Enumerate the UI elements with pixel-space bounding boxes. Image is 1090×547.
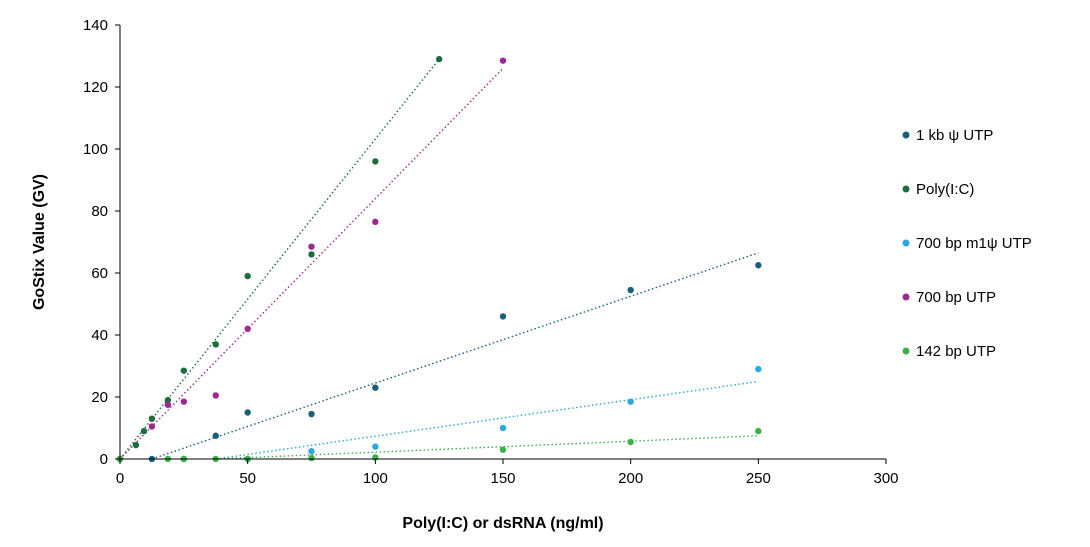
y-tick-label: 0: [100, 451, 108, 468]
legend-label: 700 bp m1ψ UTP: [916, 235, 1032, 252]
y-axis-ticks: 0 20 40 60 80 100 120 140: [83, 17, 120, 468]
data-point-series-3: [499, 57, 507, 64]
data-point-series-1: [140, 427, 148, 435]
data-point-series-1: [132, 441, 140, 449]
data-points: [116, 55, 762, 463]
legend-marker: [902, 293, 910, 301]
trendlines: [119, 58, 759, 460]
x-tick-label: 0: [116, 470, 124, 487]
data-point-series-3: [308, 243, 315, 250]
data-point-series-0: [627, 286, 634, 294]
trendline-series-1: [119, 58, 440, 460]
legend-label: 142 bp UTP: [916, 343, 996, 360]
y-axis-title: GoStix Value (GV): [31, 174, 48, 310]
data-point-series-4: [308, 454, 315, 462]
data-point-series-0: [372, 384, 379, 391]
data-point-series-0: [755, 262, 762, 269]
data-point-series-4: [499, 446, 507, 453]
x-tick-label: 50: [239, 470, 256, 487]
x-axis-title: Poly(I:C) or dsRNA (ng/ml): [402, 515, 603, 532]
y-tick-label: 100: [83, 141, 108, 158]
data-point-series-0: [244, 409, 251, 416]
legend-marker: [902, 131, 910, 139]
legend-label: 700 bp UTP: [916, 289, 996, 306]
data-point-series-0: [308, 410, 315, 418]
data-point-series-3: [148, 423, 156, 430]
legend-label: 1 kb ψ UTP: [916, 127, 993, 144]
data-point-series-2: [308, 448, 315, 455]
x-tick-label: 150: [490, 470, 515, 487]
data-point-series-2: [372, 443, 379, 450]
data-point-series-1: [148, 415, 156, 422]
trendline-series-3: [119, 67, 504, 460]
legend-marker: [902, 239, 910, 247]
data-point-series-0: [499, 313, 507, 320]
x-tick-label: 300: [873, 470, 898, 487]
data-point-series-3: [372, 218, 379, 226]
data-point-series-4: [627, 438, 634, 446]
data-point-series-1: [308, 251, 315, 258]
data-point-series-3: [180, 398, 188, 405]
y-tick-label: 80: [91, 203, 108, 220]
data-point-series-3: [164, 401, 172, 408]
y-tick-label: 120: [83, 79, 108, 96]
y-tick-label: 20: [91, 389, 108, 406]
trendline-series-0: [151, 252, 759, 460]
x-tick-label: 250: [746, 470, 771, 487]
data-point-series-2: [499, 424, 507, 432]
y-tick-label: 40: [91, 327, 108, 344]
legend-marker: [902, 347, 910, 355]
x-tick-label: 200: [618, 470, 643, 487]
legend-marker: [902, 185, 910, 193]
legend-label: Poly(I:C): [916, 181, 974, 198]
data-point-series-2: [755, 365, 762, 373]
data-point-series-1: [212, 341, 219, 348]
x-tick-label: 100: [363, 470, 388, 487]
y-tick-label: 60: [91, 265, 108, 282]
trendline-series-4: [215, 435, 759, 460]
trendline-series-2: [215, 380, 759, 460]
data-point-series-3: [212, 392, 219, 399]
data-point-series-1: [435, 55, 443, 63]
axes: [119, 25, 886, 460]
data-point-series-3: [244, 325, 251, 332]
legend: 1 kb ψ UTP Poly(I:C) 700 bp m1ψ UTP 700 bp …: [902, 127, 1032, 360]
y-tick-label: 140: [83, 17, 108, 34]
x-axis-ticks: 0 50 100 150 200 250 300: [116, 459, 899, 487]
data-point-series-2: [627, 398, 634, 405]
data-point-series-4: [755, 427, 762, 435]
data-point-series-1: [372, 158, 379, 165]
data-point-series-1: [244, 272, 251, 280]
data-point-series-1: [180, 367, 188, 374]
data-point-series-0: [212, 432, 219, 439]
data-point-series-1: [164, 396, 172, 404]
